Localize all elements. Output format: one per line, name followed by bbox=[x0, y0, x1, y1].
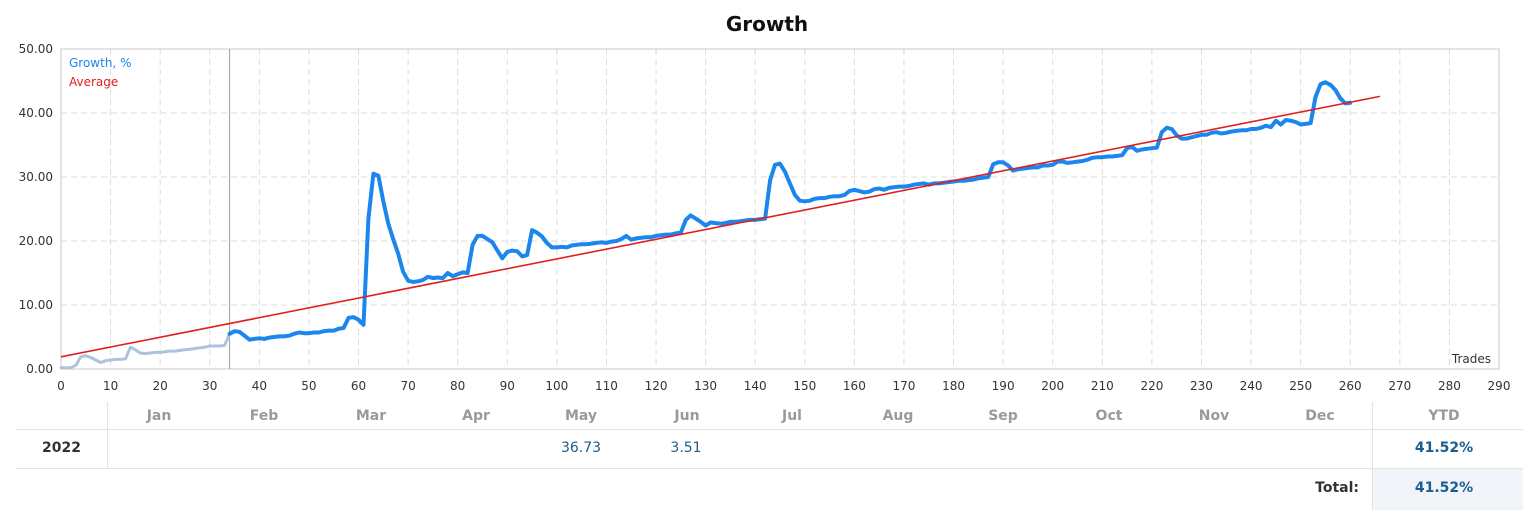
x-tick-label: 40 bbox=[252, 379, 267, 393]
x-tick-label: 30 bbox=[202, 379, 217, 393]
growth-chart: 0 10 20 30 40 50 60 70 80 90 100 110 120 130 140 150 160… bbox=[19, 42, 1511, 393]
x-tick-label: 270 bbox=[1388, 379, 1411, 393]
x-tick-label: 110 bbox=[595, 379, 618, 393]
y-tick-label: 20.00 bbox=[19, 234, 53, 248]
may-value: 36.73 bbox=[560, 440, 602, 456]
series-layer bbox=[59, 80, 1381, 370]
x-tick-label: 200 bbox=[1041, 379, 1064, 393]
month-header: Jul bbox=[782, 408, 802, 424]
x-tick-label: 280 bbox=[1438, 379, 1461, 393]
x-tick-label: 130 bbox=[694, 379, 717, 393]
month-header: Sep bbox=[988, 408, 1018, 424]
x-tick-label: 60 bbox=[351, 379, 366, 393]
month-header: Jan bbox=[146, 408, 172, 424]
total-label: Total: bbox=[1315, 480, 1359, 496]
y-tick-label: 0.00 bbox=[26, 362, 53, 376]
x-tick-label: 220 bbox=[1140, 379, 1163, 393]
divider bbox=[1372, 402, 1373, 510]
x-tick-label: 70 bbox=[400, 379, 415, 393]
divider bbox=[16, 429, 1523, 430]
y-tick-label: 40.00 bbox=[19, 106, 53, 120]
x-tick-label: 290 bbox=[1488, 379, 1511, 393]
year-label: 2022 bbox=[42, 440, 81, 456]
legend: Growth, % Average bbox=[69, 56, 131, 89]
month-header: Oct bbox=[1095, 408, 1123, 424]
y-tick-label: 50.00 bbox=[19, 42, 53, 56]
x-tick-label: 20 bbox=[153, 379, 168, 393]
x-tick-label: 50 bbox=[301, 379, 316, 393]
x-tick-label: 260 bbox=[1339, 379, 1362, 393]
month-header: May bbox=[564, 408, 598, 424]
y-tick-label: 10.00 bbox=[19, 298, 53, 312]
growth-line bbox=[227, 80, 1353, 342]
month-header: Aug bbox=[882, 408, 914, 424]
month-header: Dec bbox=[1305, 408, 1335, 424]
x-tick-label: 240 bbox=[1240, 379, 1263, 393]
total-cell-bg bbox=[1373, 468, 1523, 510]
legend-growth: Growth, % bbox=[69, 56, 131, 70]
x-tick-label: 210 bbox=[1091, 379, 1114, 393]
x-tick-label: 80 bbox=[450, 379, 465, 393]
ytd-header: YTD bbox=[1428, 408, 1460, 424]
x-tick-label: 140 bbox=[744, 379, 767, 393]
x-tick-label: 10 bbox=[103, 379, 118, 393]
total-value: 41.52% bbox=[1414, 480, 1474, 496]
axes: 0 10 20 30 40 50 60 70 80 90 100 110 120 130 140 150 160… bbox=[19, 42, 1511, 393]
x-tick-label: 190 bbox=[992, 379, 1015, 393]
x-tick-label: 120 bbox=[645, 379, 668, 393]
x-axis-label: Trades bbox=[1451, 352, 1491, 366]
month-header: Feb bbox=[249, 408, 279, 424]
y-tick-label: 30.00 bbox=[19, 170, 53, 184]
x-tick-label: 180 bbox=[942, 379, 965, 393]
chart-title: Growth bbox=[725, 12, 809, 36]
growth-line-early bbox=[59, 332, 232, 370]
divider bbox=[16, 468, 1523, 469]
month-header: Nov bbox=[1198, 408, 1230, 424]
x-tick-label: 160 bbox=[843, 379, 866, 393]
x-tick-label: 250 bbox=[1289, 379, 1312, 393]
average-line bbox=[60, 95, 1381, 358]
plot-frame bbox=[60, 48, 1500, 370]
x-tick-label: 170 bbox=[893, 379, 916, 393]
x-tick-label: 90 bbox=[500, 379, 515, 393]
x-tick-label: 100 bbox=[545, 379, 568, 393]
jun-value: 3.51 bbox=[670, 440, 702, 456]
x-tick-label: 150 bbox=[793, 379, 816, 393]
x-tick-label: 230 bbox=[1190, 379, 1213, 393]
month-header: Apr bbox=[462, 408, 490, 424]
monthly-returns-table: Jan Feb Mar Apr May Jun Jul Aug Sep Oct Nov Dec YTD… bbox=[16, 402, 1523, 510]
divider bbox=[107, 402, 108, 468]
legend-average: Average bbox=[69, 75, 118, 89]
month-header: Jun bbox=[674, 408, 700, 424]
x-tick-label: 0 bbox=[57, 379, 65, 393]
ytd-value: 41.52% bbox=[1414, 440, 1474, 456]
month-header: Mar bbox=[355, 408, 387, 424]
grid bbox=[61, 49, 1499, 369]
